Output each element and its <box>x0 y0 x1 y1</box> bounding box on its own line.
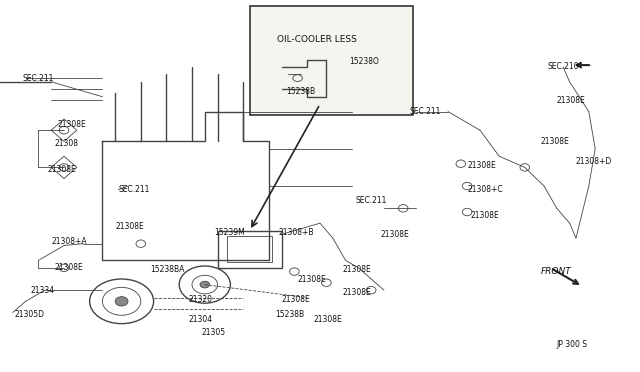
Text: 21308E: 21308E <box>342 265 371 274</box>
Text: 21308+D: 21308+D <box>576 157 612 166</box>
Text: 21308E: 21308E <box>342 288 371 296</box>
Ellipse shape <box>115 297 128 306</box>
Text: 21304: 21304 <box>189 315 213 324</box>
Text: 21305: 21305 <box>202 328 226 337</box>
Text: 21308E: 21308E <box>115 222 144 231</box>
Text: 15239M: 15239M <box>214 228 245 237</box>
Text: 21334: 21334 <box>31 286 55 295</box>
Text: 15238O: 15238O <box>349 57 379 66</box>
Text: SEC.210: SEC.210 <box>547 62 579 71</box>
Text: FRONT: FRONT <box>541 267 572 276</box>
Text: SEC.211: SEC.211 <box>410 107 441 116</box>
Text: SEC.211: SEC.211 <box>118 185 150 194</box>
Text: 21308+A: 21308+A <box>51 237 87 246</box>
Text: SEC.211: SEC.211 <box>22 74 54 83</box>
Text: 21320: 21320 <box>189 295 212 304</box>
Text: 21308E: 21308E <box>54 263 83 272</box>
Text: 21305D: 21305D <box>14 310 44 319</box>
Text: 21308+B: 21308+B <box>278 228 314 237</box>
Text: 21308E: 21308E <box>48 165 77 174</box>
Text: OIL-COOLER LESS: OIL-COOLER LESS <box>277 35 356 44</box>
Text: 21308E: 21308E <box>541 137 570 146</box>
Text: 21308E: 21308E <box>282 295 310 304</box>
Text: 21308E: 21308E <box>298 275 326 283</box>
Text: 21308E: 21308E <box>557 96 586 105</box>
Text: 21308E: 21308E <box>467 161 496 170</box>
Bar <box>227 236 272 262</box>
Text: 15238B: 15238B <box>286 87 316 96</box>
Text: 21308E: 21308E <box>470 211 499 220</box>
Text: 15238B: 15238B <box>275 310 305 319</box>
Ellipse shape <box>200 281 210 288</box>
Bar <box>218 231 282 268</box>
Bar <box>250 6 413 115</box>
Text: 21308E: 21308E <box>58 120 86 129</box>
Text: 15238BA: 15238BA <box>150 265 185 274</box>
Text: 21308E: 21308E <box>314 315 342 324</box>
Text: 21308+C: 21308+C <box>467 185 503 194</box>
Text: 21308: 21308 <box>54 139 79 148</box>
Text: 21308E: 21308E <box>381 230 410 239</box>
Text: JP 300 S: JP 300 S <box>557 340 588 349</box>
Text: SEC.211: SEC.211 <box>355 196 387 205</box>
